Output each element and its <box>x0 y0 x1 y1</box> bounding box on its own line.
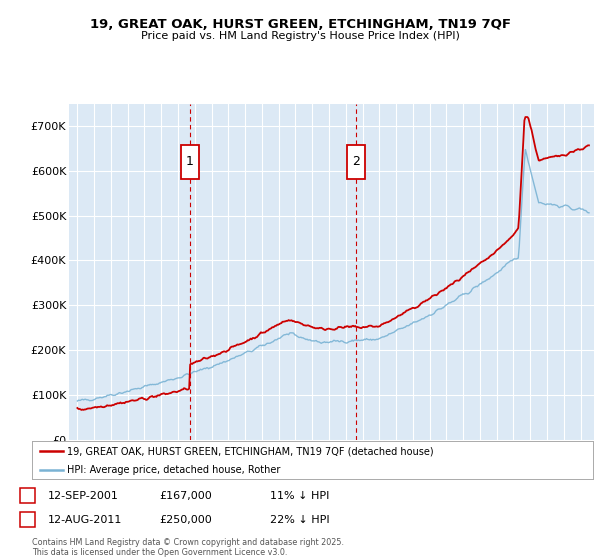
Text: 19, GREAT OAK, HURST GREEN, ETCHINGHAM, TN19 7QF (detached house): 19, GREAT OAK, HURST GREEN, ETCHINGHAM, … <box>67 446 433 456</box>
Text: 2: 2 <box>24 515 31 525</box>
Text: £167,000: £167,000 <box>159 491 212 501</box>
Text: 11% ↓ HPI: 11% ↓ HPI <box>270 491 329 501</box>
Text: 1: 1 <box>24 491 31 501</box>
FancyBboxPatch shape <box>347 145 365 179</box>
Text: £250,000: £250,000 <box>159 515 212 525</box>
Text: 2: 2 <box>352 155 360 169</box>
Text: 22% ↓ HPI: 22% ↓ HPI <box>270 515 329 525</box>
Text: 1: 1 <box>186 155 194 169</box>
FancyBboxPatch shape <box>181 145 199 179</box>
Text: 12-AUG-2011: 12-AUG-2011 <box>48 515 122 525</box>
Text: HPI: Average price, detached house, Rother: HPI: Average price, detached house, Roth… <box>67 465 280 475</box>
Text: 12-SEP-2001: 12-SEP-2001 <box>48 491 119 501</box>
Text: Contains HM Land Registry data © Crown copyright and database right 2025.
This d: Contains HM Land Registry data © Crown c… <box>32 538 344 557</box>
Text: Price paid vs. HM Land Registry's House Price Index (HPI): Price paid vs. HM Land Registry's House … <box>140 31 460 41</box>
Text: 19, GREAT OAK, HURST GREEN, ETCHINGHAM, TN19 7QF: 19, GREAT OAK, HURST GREEN, ETCHINGHAM, … <box>89 18 511 31</box>
